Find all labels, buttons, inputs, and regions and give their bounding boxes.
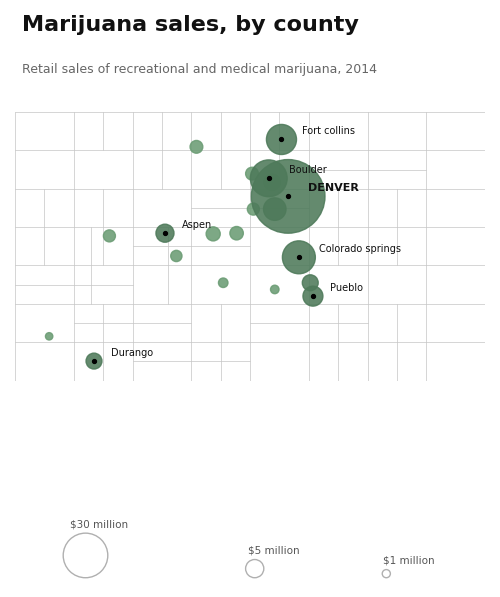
Circle shape [246, 167, 258, 180]
Text: Aspen: Aspen [182, 220, 212, 230]
Text: Fort collins: Fort collins [302, 126, 354, 136]
Circle shape [250, 160, 287, 197]
Circle shape [86, 353, 102, 369]
Circle shape [206, 227, 220, 241]
Circle shape [156, 224, 174, 242]
Circle shape [266, 124, 296, 155]
Text: Boulder: Boulder [289, 165, 327, 175]
Circle shape [252, 159, 325, 233]
Circle shape [104, 230, 116, 242]
Text: Durango: Durango [110, 347, 153, 358]
Circle shape [264, 198, 286, 220]
Circle shape [230, 226, 243, 240]
Circle shape [248, 203, 260, 215]
Circle shape [264, 174, 280, 190]
Text: $30 million: $30 million [70, 519, 128, 530]
Circle shape [170, 250, 182, 261]
Text: Retail sales of recreational and medical marijuana, 2014: Retail sales of recreational and medical… [22, 63, 378, 76]
Text: Marijuana sales, by county: Marijuana sales, by county [22, 15, 359, 35]
Circle shape [190, 140, 203, 153]
Text: $1 million: $1 million [384, 556, 435, 566]
Text: $5 million: $5 million [248, 546, 300, 556]
Text: Colorado springs: Colorado springs [319, 244, 401, 254]
Text: DENVER: DENVER [308, 183, 359, 193]
Circle shape [302, 275, 318, 291]
Circle shape [270, 285, 279, 294]
Text: Pueblo: Pueblo [330, 283, 362, 293]
Circle shape [303, 286, 323, 306]
Circle shape [282, 241, 316, 274]
Circle shape [46, 333, 53, 340]
Circle shape [218, 278, 228, 288]
